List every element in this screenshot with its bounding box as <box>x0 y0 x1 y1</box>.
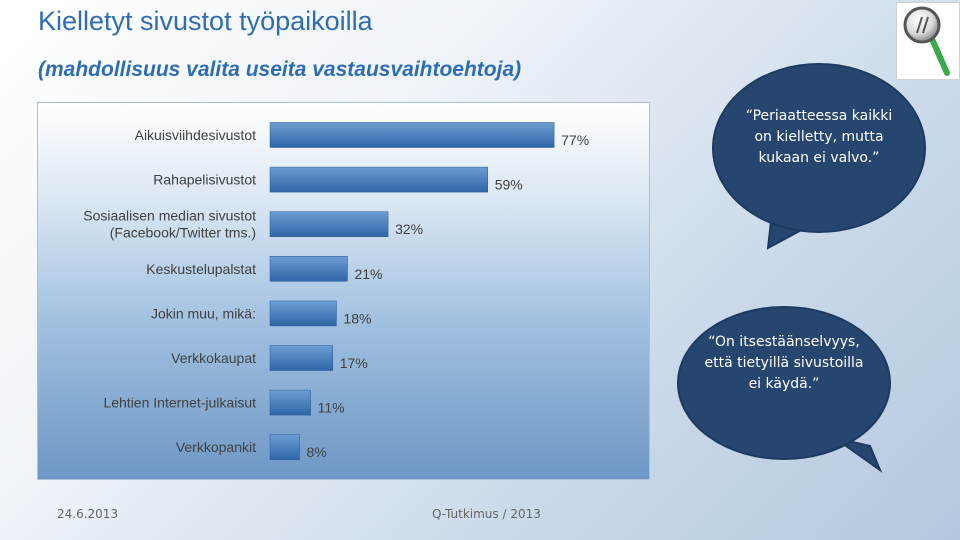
value-label: 21% <box>354 266 382 282</box>
bar <box>269 434 300 460</box>
callout-bottom-text: “On itsestäänselvyys, että tietyillä siv… <box>704 334 864 392</box>
bar <box>269 345 333 371</box>
value-label: 59% <box>495 177 523 193</box>
category-label: Verkkopankit <box>176 439 256 455</box>
bar <box>269 211 389 237</box>
value-label: 17% <box>340 355 368 371</box>
magnifier-icon <box>903 6 950 76</box>
callout-top-text: “Periaatteessa kaikki on kielletty, mutt… <box>745 108 893 166</box>
slide-subtitle: (mahdollisuus valita useita vastausvaiht… <box>38 58 522 81</box>
value-label: 18% <box>343 310 371 326</box>
bar <box>269 300 337 327</box>
bar <box>269 389 311 416</box>
category-label: Rahapelisivustot <box>153 172 256 188</box>
category-label: Aikuisviihdesivustot <box>135 127 256 143</box>
footer-date: 24.6.2013 <box>57 507 119 521</box>
callout-bottom <box>677 306 891 473</box>
slide-title: Kielletyt sivustot työpaikoilla <box>38 6 373 36</box>
category-label: Lehtien Internet-julkaisut <box>103 395 256 411</box>
footer-source: Q-Tutkimus / 2013 <box>432 507 541 521</box>
value-label: 8% <box>307 444 327 460</box>
category-label: Keskustelupalstat <box>146 261 256 277</box>
bar <box>269 166 488 193</box>
bar <box>269 256 348 282</box>
category-label: Sosiaalisen median sivustot (Facebook/Twi… <box>83 208 256 241</box>
value-label: 77% <box>561 132 589 148</box>
bar <box>269 122 555 148</box>
category-label: Jokin muu, mikä: <box>151 305 256 321</box>
value-label: 11% <box>318 400 345 416</box>
magnifier-logo <box>896 2 960 80</box>
callout-top <box>712 63 926 250</box>
value-label: 32% <box>395 221 423 237</box>
category-label: Verkkokaupat <box>171 350 256 366</box>
chart-panel <box>37 102 650 480</box>
